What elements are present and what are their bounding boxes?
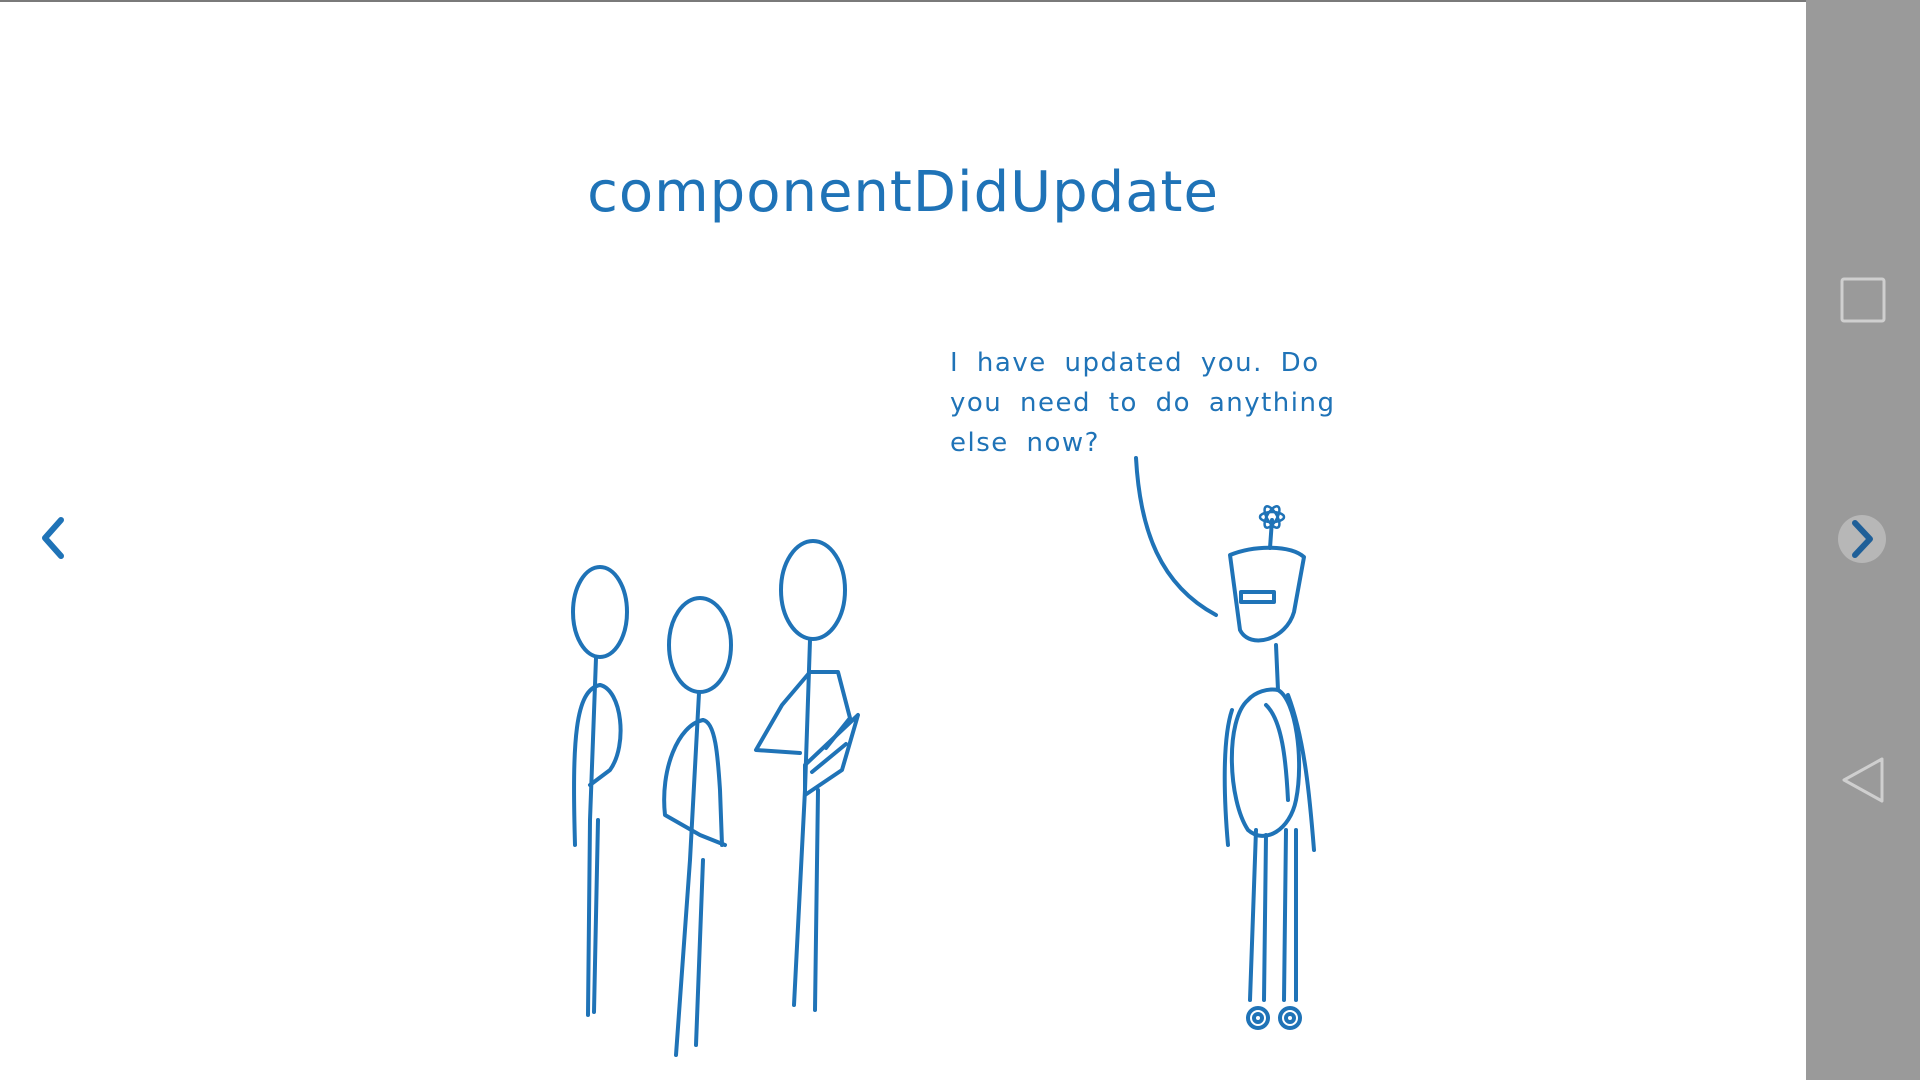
slide-title: componentDidUpdate <box>587 160 1219 225</box>
stick-figure-2 <box>662 596 733 1057</box>
paper-sheet <box>803 713 860 797</box>
robot-figure <box>1222 505 1316 1030</box>
chevron-left-icon <box>42 517 64 559</box>
speech-line: you need to do anything <box>950 388 1336 418</box>
next-slide-button[interactable] <box>1838 515 1886 563</box>
speech-line: else now? <box>950 428 1100 458</box>
triangle-back-icon <box>1842 757 1884 803</box>
stick-figure-illustration <box>571 456 1316 1057</box>
stick-figure-1 <box>571 565 629 1017</box>
top-border <box>0 0 1920 2</box>
antenna-atom <box>1258 505 1286 529</box>
speech-pointer-line <box>1134 456 1218 617</box>
recent-apps-button[interactable] <box>1838 275 1888 325</box>
chevron-right-icon <box>1852 520 1873 558</box>
back-button[interactable] <box>1838 755 1888 805</box>
square-icon <box>1840 277 1886 323</box>
previous-slide-button[interactable] <box>30 510 74 566</box>
stick-figure-3 <box>754 539 860 1012</box>
speech-text: I have updated you. Do you need to do an… <box>950 343 1340 463</box>
slide-canvas <box>0 2 1806 1080</box>
speech-line: I have updated you. Do <box>950 348 1320 378</box>
